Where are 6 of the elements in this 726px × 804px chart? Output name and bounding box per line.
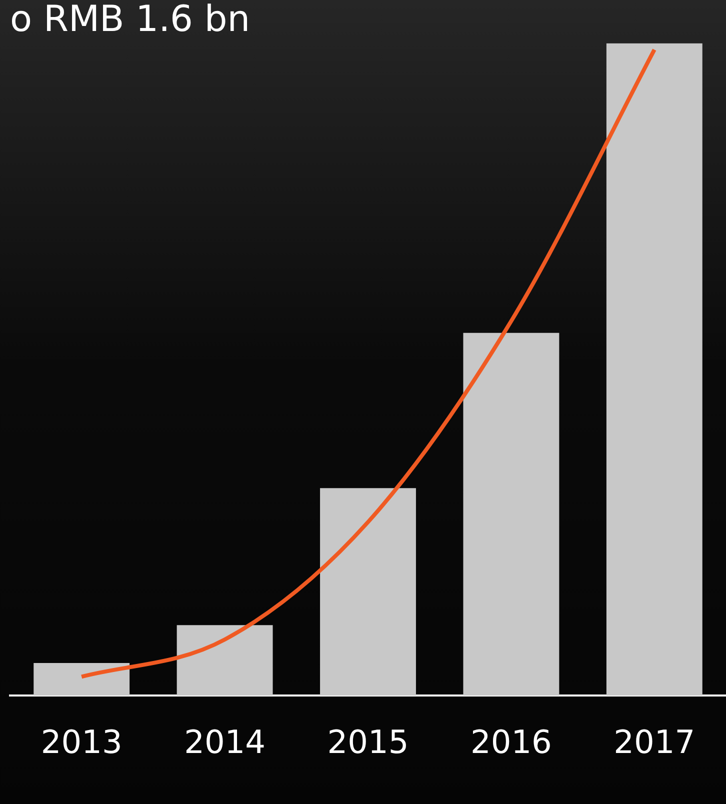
x-tick-label: 2014 [184,723,266,762]
x-tick-label: 2013 [40,723,122,762]
x-tick-label: 2016 [470,723,552,762]
chart-title: o RMB 1.6 bn [10,0,250,40]
x-tick-label: 2015 [327,723,409,762]
x-tick-label: 2017 [614,723,696,762]
